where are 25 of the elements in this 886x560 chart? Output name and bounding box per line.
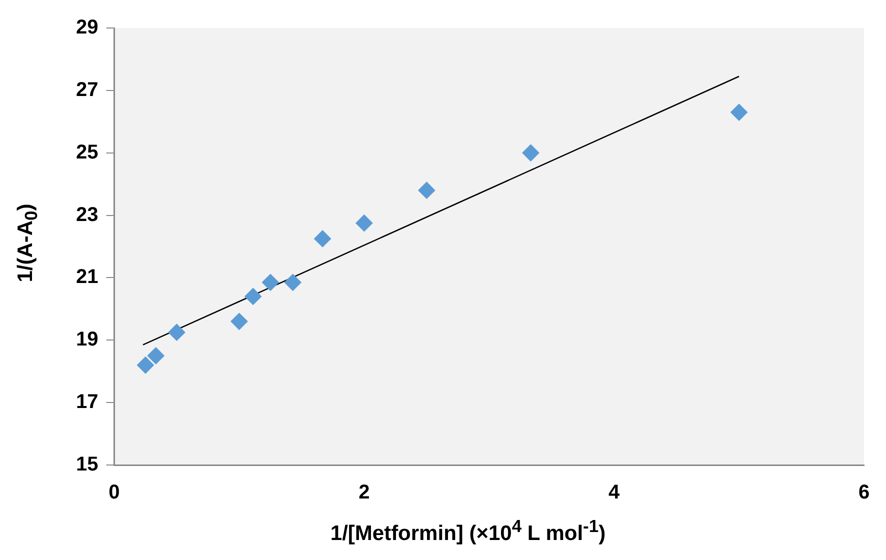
x-axis-title: 1/[Metformin] (×10$^{4}$ L mol$^{-1}$) bbox=[329, 516, 607, 546]
y-tick-label: 15 bbox=[76, 454, 98, 476]
point bbox=[230, 312, 248, 330]
y-tick-label: 25 bbox=[76, 141, 98, 164]
y-tick-label: 19 bbox=[76, 328, 98, 351]
y-tick-label: 23 bbox=[76, 204, 98, 226]
point bbox=[418, 182, 436, 199]
point bbox=[244, 288, 262, 305]
point bbox=[730, 104, 748, 121]
point bbox=[284, 274, 302, 291]
y-tick-label: 17 bbox=[76, 391, 98, 414]
point bbox=[262, 274, 279, 291]
point bbox=[168, 324, 186, 341]
x-tick-label: 2 bbox=[358, 482, 370, 504]
point bbox=[314, 230, 332, 248]
y-tick-label: 21 bbox=[76, 266, 98, 288]
y-tick-label: 29 bbox=[76, 16, 98, 39]
x-tick-label: 6 bbox=[858, 482, 870, 504]
point bbox=[522, 144, 540, 162]
x-tick-label: 0 bbox=[108, 482, 120, 504]
point bbox=[147, 347, 164, 364]
point bbox=[136, 356, 154, 374]
point bbox=[356, 214, 373, 232]
y-tick-label: 27 bbox=[76, 78, 98, 101]
x-tick-label: 4 bbox=[608, 482, 621, 504]
